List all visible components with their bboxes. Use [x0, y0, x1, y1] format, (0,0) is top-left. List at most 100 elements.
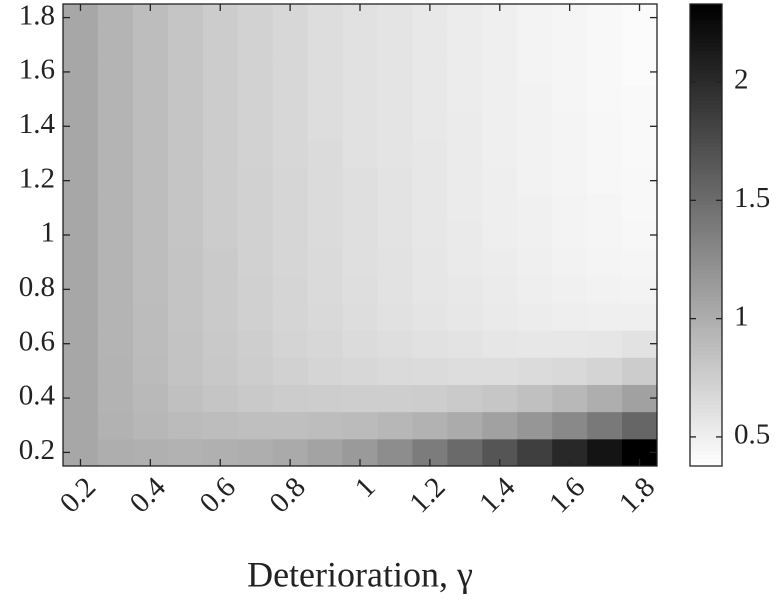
heat-cell: [377, 31, 413, 59]
heat-cell: [202, 302, 239, 331]
heat-cell: [552, 31, 588, 59]
colorbar-segment: [690, 34, 722, 40]
heat-cell: [167, 275, 204, 304]
heat-cell: [132, 221, 169, 250]
heat-cell: [342, 357, 378, 385]
heat-cell: [447, 275, 483, 304]
heat-cell: [377, 411, 413, 440]
heat-cell: [202, 248, 239, 277]
heat-cell: [447, 4, 483, 32]
colorbar-segment: [690, 146, 722, 151]
heat-cell: [97, 384, 134, 413]
colorbar-segment: [690, 354, 722, 359]
heat-cell: [202, 357, 239, 385]
heat-cell: [132, 139, 169, 168]
heat-cell: [132, 330, 169, 358]
heat-cell: [272, 384, 309, 413]
heat-cell: [63, 85, 99, 114]
heat-cell: [447, 411, 483, 440]
heat-cell: [167, 4, 204, 32]
heat-cell: [517, 357, 553, 385]
heat-cell: [97, 4, 134, 32]
heat-cell: [377, 438, 413, 467]
colorbar-segment: [690, 419, 722, 425]
heat-cell: [412, 167, 448, 195]
x-tick-label: 0.6: [194, 471, 242, 519]
colorbar-segment: [690, 27, 722, 32]
colorbar-segment: [690, 373, 722, 378]
heat-cell: [237, 330, 274, 358]
colorbar-segment: [690, 104, 722, 109]
heat-cell: [482, 167, 518, 195]
colorbar-segment: [690, 11, 722, 17]
heat-cell: [447, 85, 483, 114]
heat-cell: [97, 221, 134, 250]
y-tick-label: 0.2: [19, 434, 55, 466]
heat-cell: [167, 357, 204, 385]
heat-cell: [552, 384, 588, 413]
heat-cell: [237, 302, 274, 331]
colorbar-segment: [690, 454, 722, 459]
colorbar-segment: [690, 265, 722, 271]
colorbar-segment: [690, 365, 722, 371]
colorbar-segment: [690, 431, 722, 436]
colorbar-segment: [690, 223, 722, 228]
heat-cell: [63, 248, 99, 277]
heat-cell: [552, 330, 588, 358]
heat-cell: [132, 31, 169, 59]
heat-cell: [412, 411, 448, 440]
colorbar-segment: [690, 258, 722, 263]
colorbar-segment: [690, 404, 722, 409]
x-tick-label: 1.2: [403, 471, 451, 519]
colorbar-segment: [690, 208, 722, 213]
colorbar-segment: [690, 246, 722, 251]
heat-cell: [167, 31, 204, 59]
y-tick-label: 1.4: [19, 108, 56, 140]
colorbar-segment: [690, 446, 722, 452]
heat-cell: [202, 330, 239, 358]
heat-cell: [377, 384, 413, 413]
heat-cell: [517, 330, 553, 358]
colorbar-segment: [690, 131, 722, 136]
heat-cell: [482, 411, 518, 440]
colorbar-segment: [690, 19, 722, 24]
colorbar-segment: [690, 358, 722, 363]
heat-cell: [447, 58, 483, 87]
colorbar-segment: [690, 400, 722, 405]
heat-cell: [167, 384, 204, 413]
heat-cell: [342, 112, 378, 141]
heat-cell: [552, 167, 588, 195]
colorbar-segment: [690, 415, 722, 421]
colorbar-segment: [690, 396, 722, 402]
heat-cell: [167, 438, 204, 467]
heat-cell: [517, 85, 553, 114]
heat-cell: [307, 4, 344, 32]
colorbar-segment: [690, 96, 722, 101]
colorbar-segment: [690, 362, 722, 367]
colorbar-segment: [690, 42, 722, 47]
heat-cell: [587, 438, 623, 467]
heat-cell: [237, 221, 274, 250]
heat-cell: [237, 357, 274, 385]
y-tick-label: 0.6: [19, 325, 55, 357]
heat-cell: [167, 221, 204, 250]
heat-cell: [587, 357, 623, 385]
colorbar-segment: [690, 111, 722, 117]
heat-cell: [237, 31, 274, 59]
x-tick-label: 1.6: [543, 471, 591, 519]
colorbar-segment: [690, 69, 722, 74]
colorbar-segment: [690, 81, 722, 86]
heat-cell: [63, 139, 99, 168]
colorbar-segment: [690, 54, 722, 59]
heat-cell: [412, 275, 448, 304]
colorbar-segment: [690, 158, 722, 163]
colorbar-segment: [690, 92, 722, 97]
colorbar-segment: [690, 77, 722, 82]
heat-cell: [482, 112, 518, 141]
heat-cell: [517, 194, 553, 222]
heat-cell: [587, 58, 623, 87]
heat-cell: [342, 85, 378, 114]
heat-cell: [202, 112, 239, 141]
heat-cell: [447, 139, 483, 168]
colorbar-segment: [690, 200, 722, 205]
